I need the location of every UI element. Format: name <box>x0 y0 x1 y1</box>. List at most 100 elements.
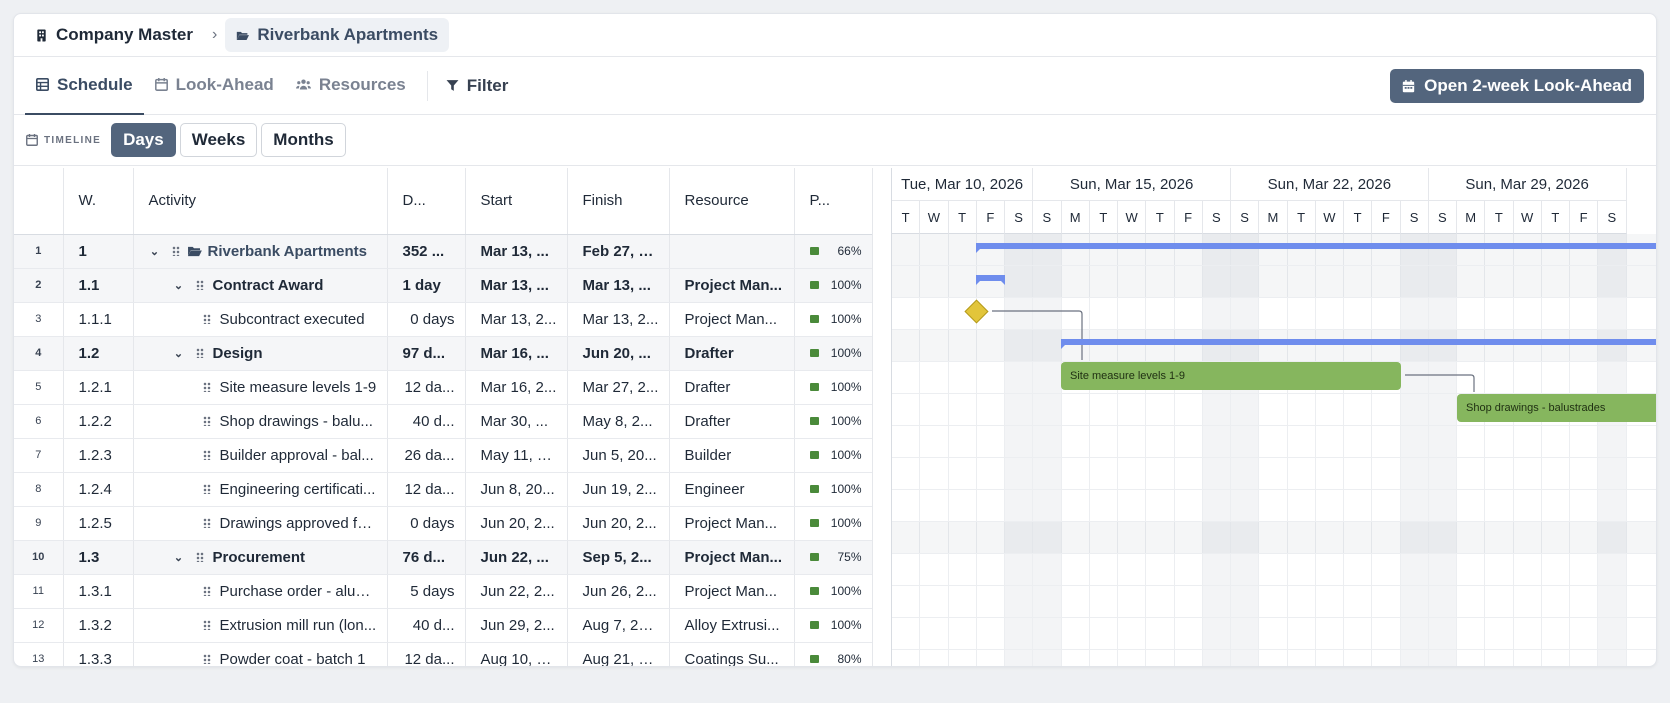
summary-bar-project[interactable] <box>976 243 1656 253</box>
drag-handle-icon[interactable] <box>202 314 211 324</box>
timeline-weeks-button[interactable]: Weeks <box>179 123 258 157</box>
day-column <box>1118 234 1147 666</box>
cell-activity[interactable]: Site measure levels 1-9 <box>133 370 388 405</box>
drag-handle-icon[interactable] <box>202 382 211 392</box>
table-row[interactable]: 11 1.3.1 Purchase order - alum... 5 days Jun… <box>14 574 872 609</box>
breadcrumb-company[interactable]: Company Master <box>24 18 204 52</box>
drag-handle-icon[interactable] <box>202 620 211 630</box>
col-activity[interactable]: Activity <box>133 168 388 235</box>
cell-activity[interactable]: Engineering certificati... <box>133 472 388 507</box>
col-progress[interactable]: P... <box>794 168 872 235</box>
table-row[interactable]: 9 1.2.5 Drawings approved fo... 0 days Jun 2… <box>14 506 872 541</box>
cell-activity[interactable]: Extrusion mill run (lon... <box>133 608 388 643</box>
table-row[interactable]: 3 1.1.1 Subcontract executed 0 days Mar 13, … <box>14 302 872 337</box>
filter-button[interactable]: Filter <box>438 76 517 96</box>
activity-name: Powder coat - batch 1 <box>219 650 366 667</box>
col-start[interactable]: Start <box>465 168 568 235</box>
table-row[interactable]: 4 1.2 ⌄ Design 97 d... Mar 16, ... Jun 20, ...… <box>14 336 872 371</box>
drag-handle-icon[interactable] <box>202 416 211 426</box>
row-number: 2 <box>14 268 64 303</box>
cell-duration: 0 days <box>387 506 466 541</box>
drag-handle-icon[interactable] <box>202 518 211 528</box>
table-row[interactable]: 6 1.2.2 Shop drawings - balu... 40 d... Mar … <box>14 404 872 439</box>
building-icon <box>37 28 46 42</box>
col-duration[interactable]: D... <box>387 168 466 235</box>
cell-activity[interactable]: Purchase order - alum... <box>133 574 388 609</box>
tab-look-ahead[interactable]: Look-Ahead <box>144 57 285 115</box>
day-column <box>1316 234 1344 666</box>
table-row[interactable]: 2 1.1 ⌄ Contract Award 1 day Mar 13, ... Mar 1… <box>14 268 872 303</box>
cell-activity[interactable]: ⌄ Riverbank Apartments <box>133 234 388 269</box>
chevron-down-icon[interactable]: ⌄ <box>149 245 160 258</box>
cell-activity[interactable]: ⌄ Design <box>133 336 388 371</box>
table-row[interactable]: 10 1.3 ⌄ Procurement 76 d... Jun 22, ... Sep 5… <box>14 540 872 575</box>
drag-handle-icon[interactable] <box>171 246 180 256</box>
chevron-down-icon[interactable]: ⌄ <box>173 551 184 564</box>
breadcrumb-project[interactable]: Riverbank Apartments <box>225 18 450 52</box>
chevron-down-icon[interactable]: ⌄ <box>173 347 184 360</box>
day-header: T <box>1089 201 1118 234</box>
day-column <box>1457 234 1486 666</box>
drag-handle-icon[interactable] <box>195 348 204 358</box>
drag-handle-icon[interactable] <box>202 586 211 596</box>
tab-schedule[interactable]: Schedule <box>25 57 144 115</box>
drag-handle-icon[interactable] <box>202 654 211 664</box>
app-window: Company Master › Riverbank Apartments Sc… <box>13 13 1657 667</box>
cell-activity[interactable]: Powder coat - batch 1 <box>133 642 388 667</box>
tab-resources[interactable]: Resources <box>285 57 417 115</box>
cell-finish: Feb 27, 2... <box>567 234 670 269</box>
cell-start: Jun 29, 2... <box>465 608 568 643</box>
progress-value: 100% <box>830 346 862 360</box>
cell-activity[interactable]: ⌄ Procurement <box>133 540 388 575</box>
timeline-days-button[interactable]: Days <box>111 123 176 157</box>
cell-resource: Builder <box>669 438 795 473</box>
table-row[interactable]: 8 1.2.4 Engineering certificati... 12 da...… <box>14 472 872 507</box>
activity-name: Site measure levels 1-9 <box>219 378 377 396</box>
col-wbs[interactable]: W. <box>63 168 134 235</box>
cell-activity[interactable]: Shop drawings - balu... <box>133 404 388 439</box>
timeline-months-button[interactable]: Months <box>261 123 346 157</box>
open-look-ahead-button[interactable]: Open 2-week Look-Ahead <box>1390 69 1644 103</box>
week-header: Sun, Mar 15, 2026 <box>1033 168 1231 201</box>
dependency-link <box>1405 374 1475 392</box>
drag-handle-icon[interactable] <box>195 552 204 562</box>
summary-bar-design[interactable] <box>1061 339 1656 349</box>
day-column <box>892 234 921 666</box>
splitter[interactable] <box>872 168 891 666</box>
progress-value: 100% <box>830 414 862 428</box>
cell-activity[interactable]: Drawings approved fo... <box>133 506 388 541</box>
progress-value: 100% <box>830 380 862 394</box>
row-number: 12 <box>14 608 64 643</box>
dependency-links <box>992 310 1475 392</box>
cell-duration: 97 d... <box>387 336 466 371</box>
gantt-row <box>892 522 1656 554</box>
drag-handle-icon[interactable] <box>202 484 211 494</box>
cell-finish: Jun 19, 2... <box>567 472 670 507</box>
progress-value: 100% <box>830 448 862 462</box>
table-row[interactable]: 1 1 ⌄ Riverbank Apartments 352 ... Mar 13, ..… <box>14 234 872 269</box>
drag-handle-icon[interactable] <box>195 280 204 290</box>
cell-duration: 352 ... <box>387 234 466 269</box>
col-finish[interactable]: Finish <box>567 168 670 235</box>
cell-activity[interactable]: Subcontract executed <box>133 302 388 337</box>
task-bar-site-measure[interactable]: Site measure levels 1-9 <box>1061 362 1401 390</box>
table-row[interactable]: 13 1.3.3 Powder coat - batch 1 12 da... Aug … <box>14 642 872 667</box>
task-bar-shop-drawings[interactable]: Shop drawings - balustrades <box>1457 394 1656 422</box>
cell-activity[interactable]: ⌄ Contract Award <box>133 268 388 303</box>
day-header: S <box>1005 201 1034 234</box>
progress-value: 100% <box>830 278 862 292</box>
summary-bar-contract-award[interactable] <box>976 275 1005 285</box>
table-row[interactable]: 12 1.3.2 Extrusion mill run (lon... 40 d...… <box>14 608 872 643</box>
table-row[interactable]: 5 1.2.1 Site measure levels 1-9 12 da... Mar… <box>14 370 872 405</box>
schedule-grid: W. Activity D... Start Finish Resource P… <box>14 168 872 667</box>
activity-name: Drawings approved fo... <box>219 514 377 532</box>
open-look-ahead-label: Open 2-week Look-Ahead <box>1424 76 1632 95</box>
table-row[interactable]: 7 1.2.3 Builder approval - bal... 26 da... M… <box>14 438 872 473</box>
cell-duration: 0 days <box>387 302 466 337</box>
drag-handle-icon[interactable] <box>202 450 211 460</box>
cell-activity[interactable]: Builder approval - bal... <box>133 438 388 473</box>
activity-name: Procurement <box>212 548 306 566</box>
progress-value: 66% <box>837 244 862 258</box>
chevron-down-icon[interactable]: ⌄ <box>173 279 184 292</box>
col-resource[interactable]: Resource <box>669 168 795 235</box>
